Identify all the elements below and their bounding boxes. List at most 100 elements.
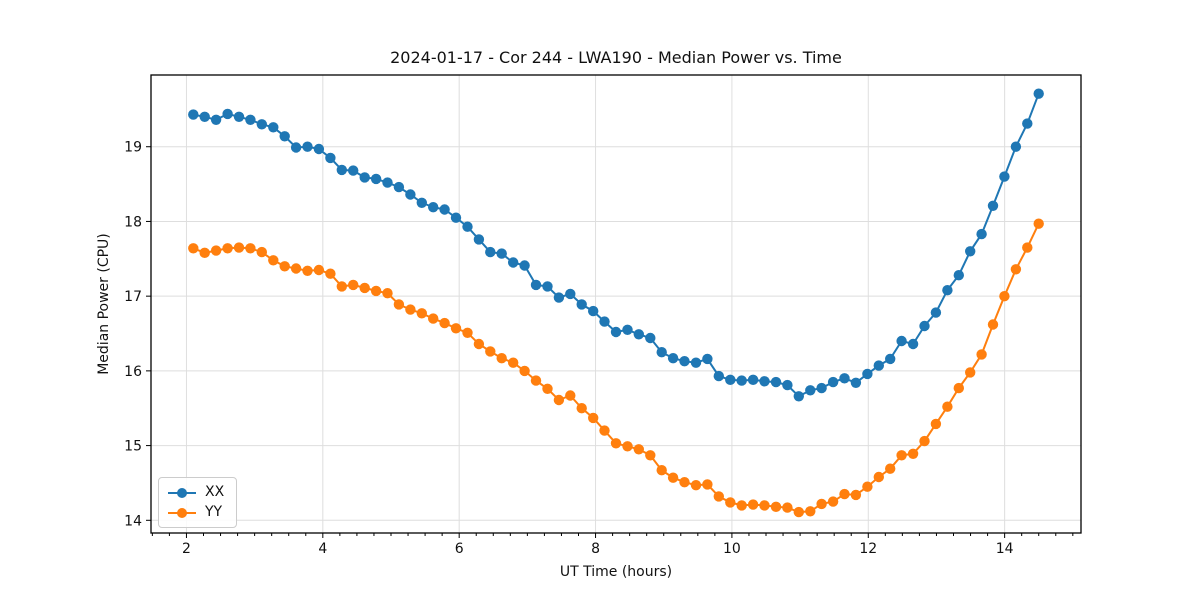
series-XX-point	[245, 114, 256, 126]
series-XX-point	[805, 385, 816, 396]
series-YY-point	[827, 496, 839, 507]
series-XX-point	[759, 376, 770, 387]
series-YY-point	[485, 346, 496, 357]
series-YY-point	[896, 450, 907, 461]
series-XX-point	[987, 200, 999, 211]
series-YY-point	[656, 465, 667, 476]
x-tick-label: 4	[318, 541, 327, 557]
series-XX-point	[885, 353, 896, 365]
series-XX-point	[1022, 118, 1033, 129]
series-XX-point	[736, 375, 747, 386]
series-YY-point	[622, 441, 633, 452]
series-YY-point	[965, 367, 976, 378]
series-YY-point	[508, 357, 519, 368]
legend-item-XX: XX	[168, 485, 224, 500]
series-YY-point	[759, 500, 770, 511]
series-YY-point	[519, 365, 530, 377]
series-XX-point	[725, 374, 736, 385]
legend-marker-icon	[168, 487, 196, 499]
series-YY-point	[793, 506, 804, 518]
series-XX-point	[942, 285, 953, 296]
series-YY-point	[987, 319, 999, 330]
legend: XX YY	[158, 477, 238, 528]
series-XX-point	[930, 307, 942, 318]
series-XX-point	[965, 246, 976, 257]
series-XX-point	[542, 281, 553, 292]
x-tick-label: 14	[996, 541, 1014, 557]
series-YY-point	[188, 243, 199, 254]
series-YY-point	[496, 353, 507, 364]
series-YY-point	[302, 265, 313, 276]
series-YY-point	[1022, 242, 1033, 253]
series-YY-point	[633, 444, 644, 455]
series-YY-point	[450, 323, 462, 334]
series-XX-point	[690, 357, 702, 368]
series-YY-point	[325, 268, 336, 279]
series-XX-point	[679, 356, 690, 367]
series-YY-point	[359, 282, 370, 294]
series-XX-point	[508, 257, 519, 268]
series-XX-point	[747, 374, 759, 385]
series-YY-point	[873, 471, 884, 483]
series-YY-point	[1033, 218, 1044, 229]
series-YY-point	[770, 501, 782, 512]
series-YY-point	[348, 279, 359, 291]
x-tick-label: 10	[723, 541, 741, 557]
series-YY-point	[290, 263, 302, 274]
series-YY-point	[839, 488, 850, 500]
series-YY-point	[1010, 264, 1022, 275]
series-XX-point	[188, 109, 199, 120]
series-YY-point	[245, 243, 256, 254]
x-tick-label: 12	[859, 541, 877, 557]
series-YY-point	[862, 481, 873, 492]
series-YY-point	[610, 438, 622, 449]
series-YY-point	[565, 390, 576, 401]
series-XX-point	[565, 288, 576, 300]
legend-item-YY: YY	[168, 505, 224, 520]
series-YY-point	[702, 479, 713, 490]
series-YY-point	[462, 327, 473, 338]
series-YY-point	[416, 308, 427, 319]
series-YY-point	[850, 489, 862, 501]
x-tick-label: 6	[455, 541, 464, 557]
series-XX-point	[667, 353, 679, 364]
series-XX-point	[325, 152, 336, 164]
series-YY-point	[393, 299, 405, 310]
legend-dot-swatch	[177, 507, 187, 518]
series-YY-point	[405, 304, 416, 315]
series-XX-point	[268, 122, 279, 133]
series-XX-point	[313, 143, 325, 155]
series-YY	[188, 218, 1044, 518]
series-XX-point	[359, 172, 370, 183]
series-XX-point	[405, 189, 416, 200]
axis-ticks	[146, 146, 1074, 538]
series-YY-point	[976, 349, 987, 360]
y-tick-label: 15	[124, 439, 142, 455]
series-XX-point	[279, 131, 290, 142]
series-XX-point	[290, 142, 302, 153]
series-YY-point	[725, 497, 736, 508]
series-YY-point	[667, 472, 679, 483]
series-YY-point	[736, 500, 747, 511]
series-XX-point	[553, 292, 565, 303]
series-XX-point	[793, 391, 804, 402]
series-YY-point	[953, 382, 964, 394]
series-XX-point	[416, 197, 427, 208]
series-XX-point	[862, 368, 873, 380]
series-XX-point	[348, 165, 359, 176]
series-XX-point	[599, 316, 610, 327]
series-XX-point	[907, 338, 919, 350]
series-XX-point	[976, 228, 987, 240]
series-YY-point	[805, 506, 816, 517]
series-YY-point	[542, 383, 553, 394]
series-XX-point	[1010, 141, 1022, 152]
series-XX-point	[770, 376, 782, 388]
x-tick-label: 8	[591, 541, 600, 557]
series-XX-point	[576, 299, 587, 310]
series-XX-point	[370, 173, 382, 185]
series-YY-point	[382, 288, 393, 299]
series-YY-point	[576, 403, 587, 414]
series-YY-point	[222, 243, 233, 254]
legend-dot-swatch	[177, 487, 187, 498]
series-XX-point	[588, 305, 599, 317]
